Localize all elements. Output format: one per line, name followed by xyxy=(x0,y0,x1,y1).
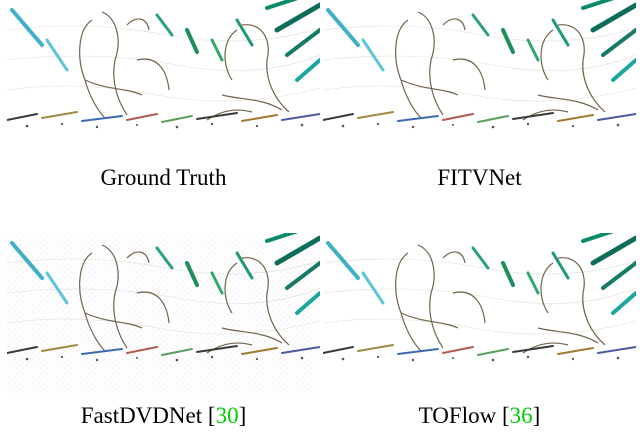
toflow-image xyxy=(323,233,636,373)
caption-text: TOFlow xyxy=(418,403,497,428)
caption-fitvnet: FITVNet xyxy=(323,164,636,192)
citation-link[interactable]: 30 xyxy=(215,403,239,428)
fastdvdnet-image xyxy=(7,233,320,393)
caption-ground-truth: Ground Truth xyxy=(7,164,320,192)
ground-truth-image xyxy=(7,0,320,140)
citation-link[interactable]: 36 xyxy=(509,403,533,428)
caption-fastdvdnet: FastDVDNet [30] xyxy=(80,403,247,428)
fitvnet-image xyxy=(323,0,636,140)
caption-toflow: TOFlow [36] xyxy=(418,403,541,428)
caption-text: FITVNet xyxy=(437,165,522,190)
caption-text: FastDVDNet xyxy=(80,403,203,428)
caption-text: Ground Truth xyxy=(100,165,227,190)
